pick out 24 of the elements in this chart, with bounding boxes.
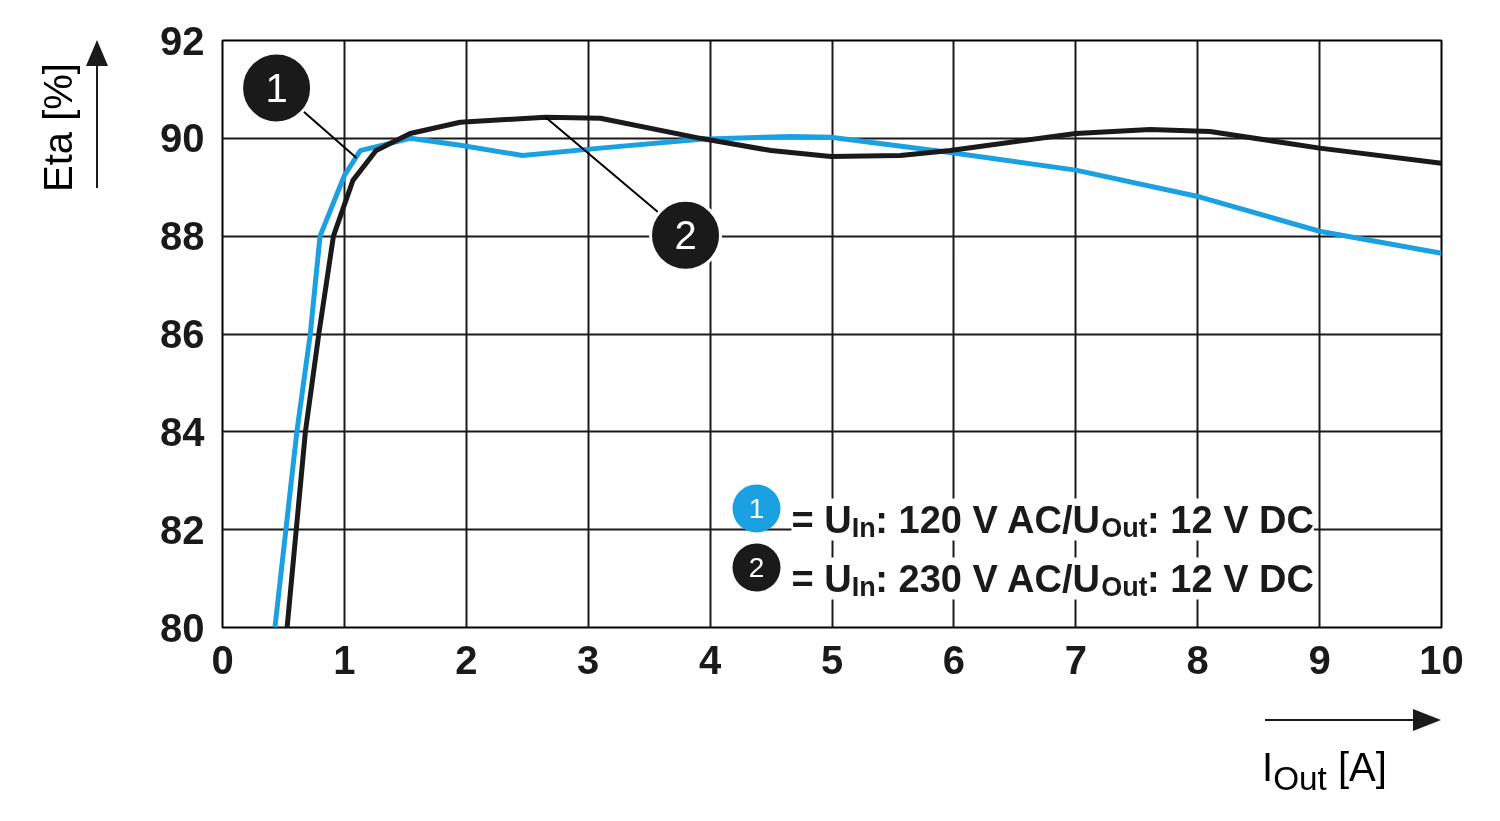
annotation: 1 [265,65,288,110]
x-tick-label: 10 [1419,637,1464,682]
x-tick-label: 8 [1186,637,1209,682]
text: 1 [748,493,765,524]
x-axis-title: I$_{Out}$ [A] [1262,744,1387,799]
y-tick-label: 86 [160,312,205,356]
annotation: 2 [674,213,697,258]
y-tick-label: 80 [160,605,205,650]
y-tick-label: 84 [160,409,206,454]
x-tick-label: 9 [1308,637,1331,682]
y-axis-title: Eta [%] [35,62,81,192]
x-tick-label: 1 [333,637,356,682]
y-tick-label: 90 [160,116,205,161]
x-tick-label: 5 [820,637,844,682]
x-tick-label: 6 [942,637,966,682]
text: 2 [748,552,765,583]
y-tick-label: 82 [160,507,205,552]
x-tick-label: 3 [577,637,600,682]
x-tick-label: 4 [698,637,722,682]
y-tick-label: 88 [160,214,205,259]
y-tick-label: 92 [160,18,205,63]
x-tick-label: 7 [1064,637,1087,682]
x-tick-label: 0 [211,637,234,682]
x-tick-label: 2 [455,637,478,682]
